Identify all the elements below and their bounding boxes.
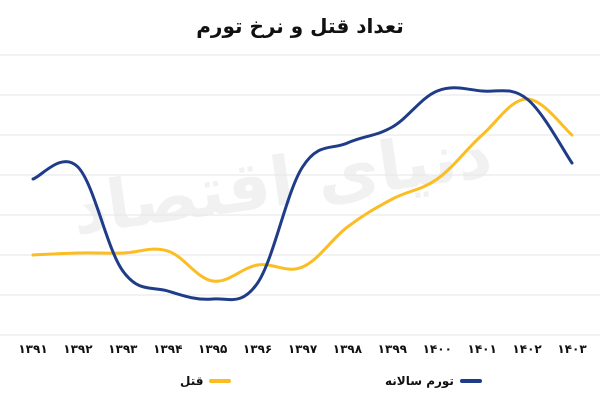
x-tick-label: ۱۴۰۱ — [468, 342, 497, 356]
x-tick-labels: ۱۳۹۱ ۱۳۹۲ ۱۳۹۳ ۱۳۹۴ ۱۳۹۵ ۱۳۹۶ ۱۳۹۷ ۱۳۹۸ ۱۳۹۹ ۱۴۰۰… — [18, 342, 587, 356]
gridlines — [0, 54, 600, 336]
legend-swatch-inflation — [459, 379, 482, 383]
legend-swatch-murders — [209, 379, 232, 383]
x-tick-label: ۱۳۹۲ — [63, 342, 93, 356]
x-tick-label: ۱۳۹۱ — [18, 342, 47, 356]
x-tick-label: ۱۳۹۹ — [378, 342, 408, 356]
chart-title: تعداد قتل و نرخ تورم — [196, 14, 404, 38]
x-tick-label: ۱۴۰۲ — [512, 342, 542, 356]
x-tick-label: ۱۳۹۸ — [333, 342, 363, 356]
legend-item-murders: قتل — [180, 374, 232, 388]
series-line-inflation — [31, 86, 574, 302]
x-tick-label: ۱۳۹۴ — [153, 342, 182, 356]
legend-label-inflation: تورم سالانه — [385, 374, 454, 388]
x-tick-label: ۱۴۰۳ — [557, 342, 587, 356]
legend-label-murders: قتل — [180, 374, 204, 388]
legend-item-inflation: تورم سالانه — [385, 374, 482, 388]
series-line-murders — [31, 97, 574, 283]
x-tick-label: ۱۳۹۵ — [198, 342, 227, 356]
series-lines — [31, 86, 574, 302]
x-tick-label: ۱۳۹۳ — [108, 342, 138, 356]
x-tick-label: ۱۴۰۰ — [423, 342, 452, 356]
x-tick-label: ۱۳۹۶ — [243, 342, 272, 356]
x-tick-label: ۱۳۹۷ — [288, 342, 318, 356]
